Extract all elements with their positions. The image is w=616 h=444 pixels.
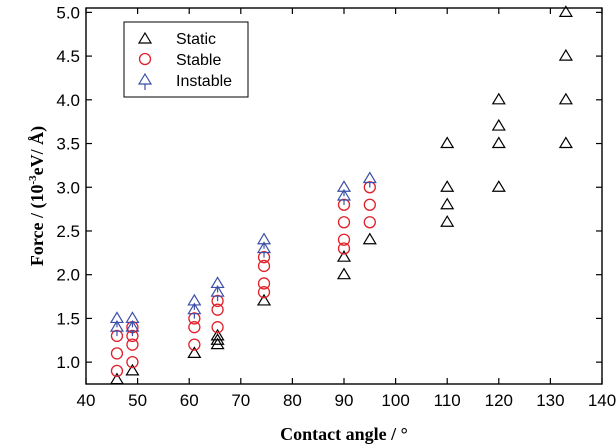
- point-static: [210, 328, 225, 341]
- point-stable: [337, 198, 351, 211]
- x-tick-label: 100: [381, 391, 409, 410]
- point-instable: [336, 180, 352, 197]
- point-static: [440, 197, 455, 210]
- point-stable: [188, 338, 201, 351]
- x-tick-label: 110: [434, 391, 461, 410]
- y-tick-label: 5.0: [56, 3, 80, 22]
- y-tick-label: 4.0: [56, 91, 80, 110]
- point-stable: [211, 321, 224, 334]
- point-instable: [109, 311, 125, 328]
- y-tick-label: 3.0: [56, 178, 80, 197]
- point-instable: [336, 188, 352, 205]
- point-stable: [257, 259, 271, 273]
- y-axis-title: Force / (10-3eV/ Å): [27, 126, 48, 266]
- point-static: [491, 92, 506, 105]
- legend-static-triangle: [137, 31, 153, 44]
- y-tick-label: 4.5: [56, 47, 80, 66]
- point-static: [187, 346, 202, 358]
- x-tick-label: 70: [231, 391, 250, 410]
- legend-instable-triangle: [137, 72, 153, 90]
- point-stable: [126, 329, 139, 343]
- x-axis-title: Contact angle / °: [280, 424, 408, 444]
- x-tick-label: 120: [485, 391, 513, 410]
- y-tick-label: 2.0: [56, 266, 80, 285]
- y-tick-label: 2.5: [56, 222, 80, 241]
- point-static: [336, 267, 352, 280]
- series-stable: [110, 181, 376, 378]
- point-static: [491, 118, 506, 131]
- x-tick-label: 80: [283, 391, 302, 410]
- y-tick-label: 1.0: [56, 353, 80, 372]
- point-stable: [363, 216, 376, 229]
- x-tick-label: 140: [588, 391, 616, 410]
- legend-static-label: Static: [176, 31, 216, 48]
- point-stable: [110, 364, 124, 378]
- point-stable: [110, 347, 124, 360]
- point-stable: [257, 286, 271, 299]
- point-stable: [126, 338, 139, 351]
- axis-ticks: 40 50 60 70 80 90 100 110 120 130 140 1.0 1.5 2.0 2.5 3…: [56, 3, 616, 410]
- point-static: [558, 92, 573, 105]
- point-static: [558, 136, 573, 149]
- point-stable: [188, 312, 201, 325]
- y-tick-label: 1.5: [56, 309, 80, 328]
- x-tick-label: 60: [180, 391, 199, 410]
- point-instable: [125, 319, 140, 337]
- point-static: [440, 180, 455, 192]
- series-instable: [109, 171, 377, 337]
- point-static: [125, 363, 140, 376]
- point-stable: [110, 329, 124, 343]
- point-static: [109, 372, 125, 385]
- legend-item-stable: Stable: [138, 52, 221, 69]
- point-static: [491, 180, 506, 192]
- point-static: [440, 215, 455, 227]
- y-axis-title-sup: -3: [27, 175, 39, 185]
- point-instable: [256, 241, 272, 258]
- point-instable: [187, 293, 202, 310]
- point-stable: [211, 303, 224, 316]
- point-stable: [188, 321, 201, 334]
- point-stable: [257, 251, 271, 264]
- x-tick-label: 130: [536, 391, 564, 410]
- y-axis-title-main: Force / (10: [27, 185, 48, 267]
- point-static: [491, 136, 506, 149]
- point-stable: [363, 198, 376, 211]
- x-tick-label: 40: [77, 391, 96, 410]
- legend-item-instable: Instable: [137, 72, 232, 90]
- point-instable: [210, 285, 225, 302]
- point-instable: [210, 276, 225, 293]
- point-stable: [257, 277, 271, 290]
- x-tick-label: 50: [128, 391, 147, 410]
- point-stable: [337, 216, 351, 229]
- point-stable: [363, 181, 376, 194]
- point-stable: [211, 294, 224, 308]
- legend-instable-label: Instable: [176, 73, 232, 90]
- point-static: [256, 293, 272, 306]
- point-static: [336, 250, 352, 262]
- point-static: [558, 48, 573, 61]
- point-static: [210, 337, 225, 350]
- point-static: [210, 333, 225, 345]
- point-instable: [187, 302, 202, 319]
- point-stable: [337, 242, 351, 255]
- point-instable: [256, 232, 272, 249]
- series-static: [109, 5, 573, 385]
- point-static: [440, 136, 455, 149]
- x-tick-label: 90: [335, 391, 354, 410]
- point-stable: [126, 355, 139, 369]
- y-tick-label: 3.5: [56, 135, 80, 154]
- point-instable: [362, 171, 377, 188]
- legend: Static Stable Instable: [123, 21, 249, 98]
- legend-item-static: Static: [137, 31, 216, 48]
- point-instable: [125, 311, 140, 328]
- point-stable: [337, 233, 351, 246]
- point-static: [362, 232, 377, 245]
- legend-stable-circle: [138, 52, 152, 66]
- y-axis-title-tail: eV/ Å): [27, 126, 48, 175]
- point-static: [558, 5, 573, 17]
- legend-stable-label: Stable: [176, 52, 221, 69]
- data-markers: [109, 5, 573, 385]
- point-instable: [109, 319, 125, 337]
